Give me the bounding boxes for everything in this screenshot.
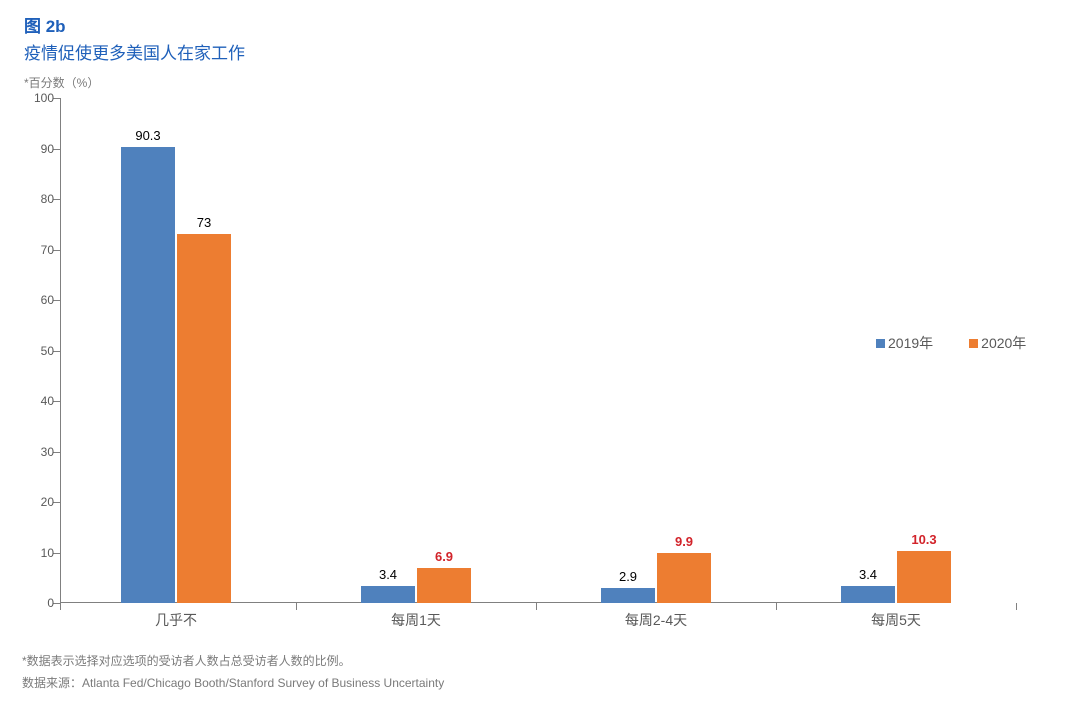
x-tick: [536, 603, 537, 610]
bar: [177, 234, 231, 603]
y-tick-label: 40: [24, 394, 54, 408]
y-tick: [53, 401, 60, 402]
y-axis-line: [60, 98, 61, 603]
bar: [601, 588, 655, 603]
bar-value-label: 10.3: [911, 532, 936, 547]
bar-value-label: 6.9: [435, 549, 453, 564]
category-label: 每周2-4天: [625, 610, 687, 630]
bar-value-label: 3.4: [859, 567, 877, 582]
y-tick-label: 70: [24, 243, 54, 257]
figure-title: 疫情促使更多美国人在家工作: [24, 40, 245, 67]
y-tick-label: 60: [24, 293, 54, 307]
y-tick: [53, 300, 60, 301]
bar-value-label: 2.9: [619, 569, 637, 584]
x-tick: [1016, 603, 1017, 610]
x-tick: [776, 603, 777, 610]
footnote-data-note: *数据表示选择对应选项的受访者人数占总受访者人数的比例。: [22, 652, 351, 669]
y-tick: [53, 452, 60, 453]
figure-label: 图 2b: [24, 14, 245, 40]
legend-item-2019: 2019年: [876, 333, 933, 353]
category-label: 几乎不: [155, 610, 197, 630]
footnote-source-prefix: 数据来源：: [22, 676, 82, 690]
unit-note: *百分数（%）: [24, 74, 99, 91]
y-tick: [53, 199, 60, 200]
bar: [121, 147, 175, 603]
bar: [841, 586, 895, 603]
y-tick: [53, 502, 60, 503]
bar: [361, 586, 415, 603]
y-tick: [53, 553, 60, 554]
y-tick-label: 30: [24, 445, 54, 459]
x-tick: [60, 603, 61, 610]
bar: [417, 568, 471, 603]
y-tick-label: 50: [24, 344, 54, 358]
bar-value-label: 9.9: [675, 534, 693, 549]
legend: 2019年 2020年: [876, 333, 1026, 353]
legend-item-2020: 2020年: [969, 333, 1026, 353]
y-tick-label: 0: [24, 596, 54, 610]
category-label: 每周5天: [871, 610, 921, 630]
y-tick-label: 80: [24, 192, 54, 206]
figure-header: 图 2b 疫情促使更多美国人在家工作: [24, 14, 245, 67]
bar-value-label: 73: [197, 215, 211, 230]
y-tick: [53, 351, 60, 352]
legend-swatch-2020: [969, 339, 978, 348]
legend-label-2020: 2020年: [981, 333, 1026, 353]
y-tick: [53, 98, 60, 99]
category-label: 每周1天: [391, 610, 441, 630]
y-tick: [53, 603, 60, 604]
footnote-source-text: Atlanta Fed/Chicago Booth/Stanford Surve…: [82, 676, 444, 690]
bar: [897, 551, 951, 603]
legend-label-2019: 2019年: [888, 333, 933, 353]
y-tick: [53, 250, 60, 251]
y-tick-label: 90: [24, 142, 54, 156]
footnote-source: 数据来源：Atlanta Fed/Chicago Booth/Stanford …: [22, 674, 444, 691]
y-tick-label: 100: [24, 91, 54, 105]
y-tick: [53, 149, 60, 150]
chart-plot-area: 0102030405060708090100几乎不每周1天每周2-4天每周5天9…: [60, 98, 848, 603]
y-tick-label: 10: [24, 546, 54, 560]
y-tick-label: 20: [24, 495, 54, 509]
bar: [657, 553, 711, 603]
legend-swatch-2019: [876, 339, 885, 348]
bar-value-label: 3.4: [379, 567, 397, 582]
x-tick: [296, 603, 297, 610]
bar-value-label: 90.3: [135, 128, 160, 143]
